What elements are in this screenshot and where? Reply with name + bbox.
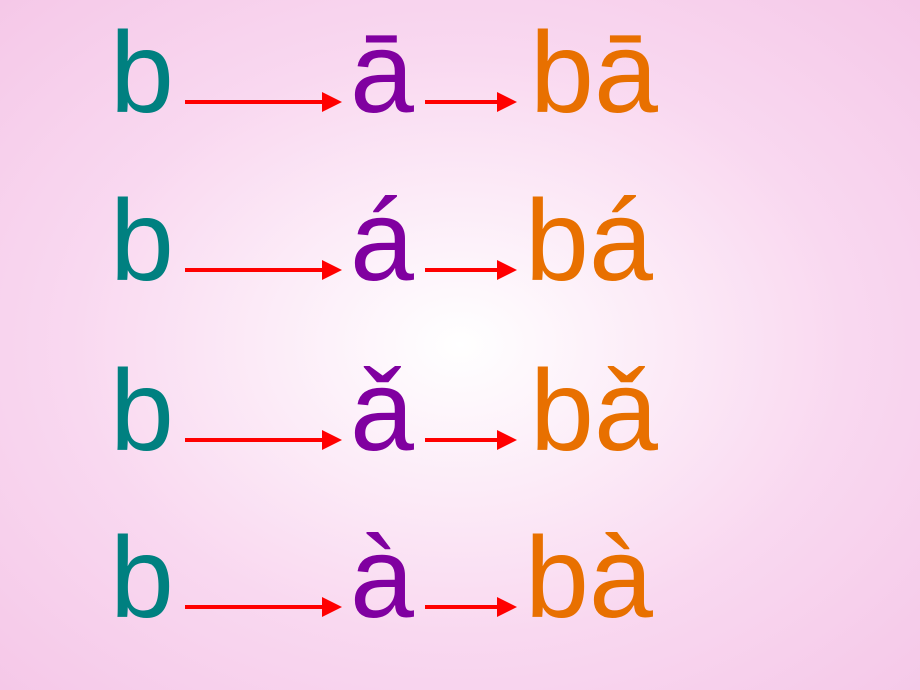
consonant-2: b bbox=[110, 345, 174, 477]
vowel-2: ǎ bbox=[350, 345, 414, 477]
consonant-0: b bbox=[110, 7, 174, 139]
vowel-1: á bbox=[350, 175, 414, 307]
syllable-2: bǎ bbox=[530, 345, 658, 477]
arrow-head-3-2 bbox=[497, 597, 517, 617]
arrow-head-2-1 bbox=[322, 430, 342, 450]
vowel-0: ā bbox=[350, 7, 414, 139]
arrow-line-3-1 bbox=[185, 605, 326, 609]
syllable-3: bà bbox=[525, 512, 653, 644]
arrow-line-2-2 bbox=[425, 438, 501, 442]
arrow-head-1-2 bbox=[497, 260, 517, 280]
arrow-line-1-2 bbox=[425, 268, 501, 272]
arrow-line-0-1 bbox=[185, 100, 326, 104]
consonant-1: b bbox=[110, 175, 174, 307]
arrow-line-0-2 bbox=[425, 100, 501, 104]
arrow-head-2-2 bbox=[497, 430, 517, 450]
consonant-3: b bbox=[110, 512, 174, 644]
syllable-1: bá bbox=[525, 175, 653, 307]
syllable-0: bā bbox=[530, 7, 658, 139]
arrow-head-3-1 bbox=[322, 597, 342, 617]
vowel-3: à bbox=[350, 512, 414, 644]
arrow-line-3-2 bbox=[425, 605, 501, 609]
arrow-head-0-1 bbox=[322, 92, 342, 112]
arrow-line-1-1 bbox=[185, 268, 326, 272]
arrow-line-2-1 bbox=[185, 438, 326, 442]
arrow-head-0-2 bbox=[497, 92, 517, 112]
arrow-head-1-1 bbox=[322, 260, 342, 280]
